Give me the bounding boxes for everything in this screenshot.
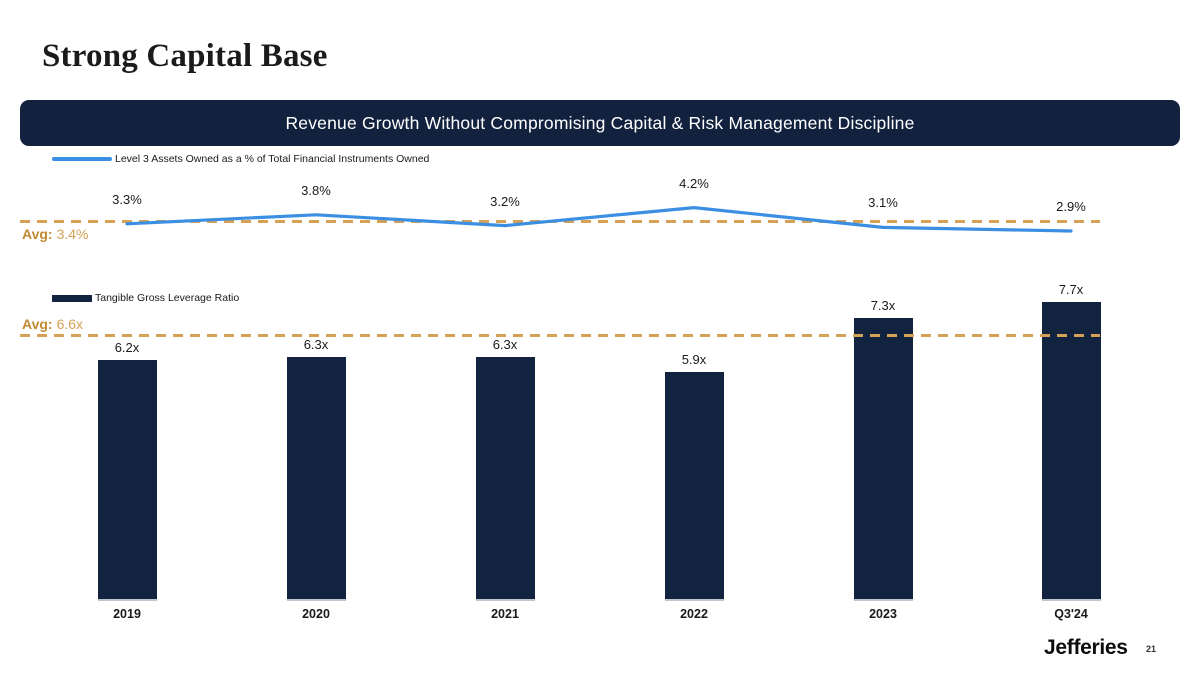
line-average-label: Avg: 3.4% bbox=[22, 226, 89, 242]
line-series-swatch-icon bbox=[52, 157, 112, 161]
line-average-value: 3.4% bbox=[56, 226, 89, 242]
x-axis-label: 2021 bbox=[491, 607, 519, 621]
line-average-dashed-line bbox=[20, 220, 1100, 223]
x-axis-label: 2023 bbox=[869, 607, 897, 621]
x-axis-label: 2019 bbox=[113, 607, 141, 621]
bar-data-label: 7.7x bbox=[1058, 282, 1084, 298]
line-data-label: 3.2% bbox=[490, 193, 520, 209]
bar-average-value: 6.6x bbox=[56, 316, 84, 332]
bar-data-label: 5.9x bbox=[681, 352, 707, 368]
bar-average-prefix: Avg: bbox=[22, 316, 53, 332]
line-data-label: 3.1% bbox=[868, 195, 898, 211]
bar bbox=[665, 372, 724, 601]
line-data-label: 3.3% bbox=[112, 191, 142, 207]
bar bbox=[1042, 302, 1101, 601]
bar-data-label: 6.3x bbox=[492, 336, 518, 352]
line-legend-label: Level 3 Assets Owned as a % of Total Fin… bbox=[115, 153, 430, 165]
bar bbox=[476, 356, 535, 601]
x-axis-label: 2022 bbox=[680, 607, 708, 621]
banner-title: Revenue Growth Without Compromising Capi… bbox=[285, 112, 915, 133]
bar bbox=[854, 317, 913, 601]
bar-average-dashed-line bbox=[20, 334, 1100, 337]
line-average-prefix: Avg: bbox=[22, 226, 53, 242]
banner: Revenue Growth Without Compromising Capi… bbox=[20, 100, 1180, 146]
page-title: Strong Capital Base bbox=[42, 38, 328, 74]
bar-data-label: 6.3x bbox=[303, 336, 329, 352]
line-data-label: 3.8% bbox=[301, 182, 331, 198]
bar-average-label: Avg: 6.6x bbox=[22, 316, 83, 332]
bar-data-label: 7.3x bbox=[870, 297, 896, 313]
line-chart-legend: Level 3 Assets Owned as a % of Total Fin… bbox=[52, 153, 429, 165]
bar bbox=[287, 356, 346, 601]
bar bbox=[98, 360, 157, 601]
bar-chart-legend: Tangible Gross Leverage Ratio bbox=[52, 292, 239, 304]
bar-data-label: 6.2x bbox=[114, 340, 140, 356]
line-data-label: 2.9% bbox=[1056, 199, 1086, 214]
x-axis-label: 2020 bbox=[302, 607, 330, 621]
jefferies-logo: Jefferies bbox=[1044, 636, 1128, 659]
line-data-label: 4.2% bbox=[679, 175, 709, 191]
page-number: 21 bbox=[1146, 644, 1157, 654]
bar-legend-label: Tangible Gross Leverage Ratio bbox=[95, 292, 240, 304]
bar-series-swatch-icon bbox=[52, 294, 92, 302]
x-axis-label: Q3'24 bbox=[1054, 607, 1088, 621]
